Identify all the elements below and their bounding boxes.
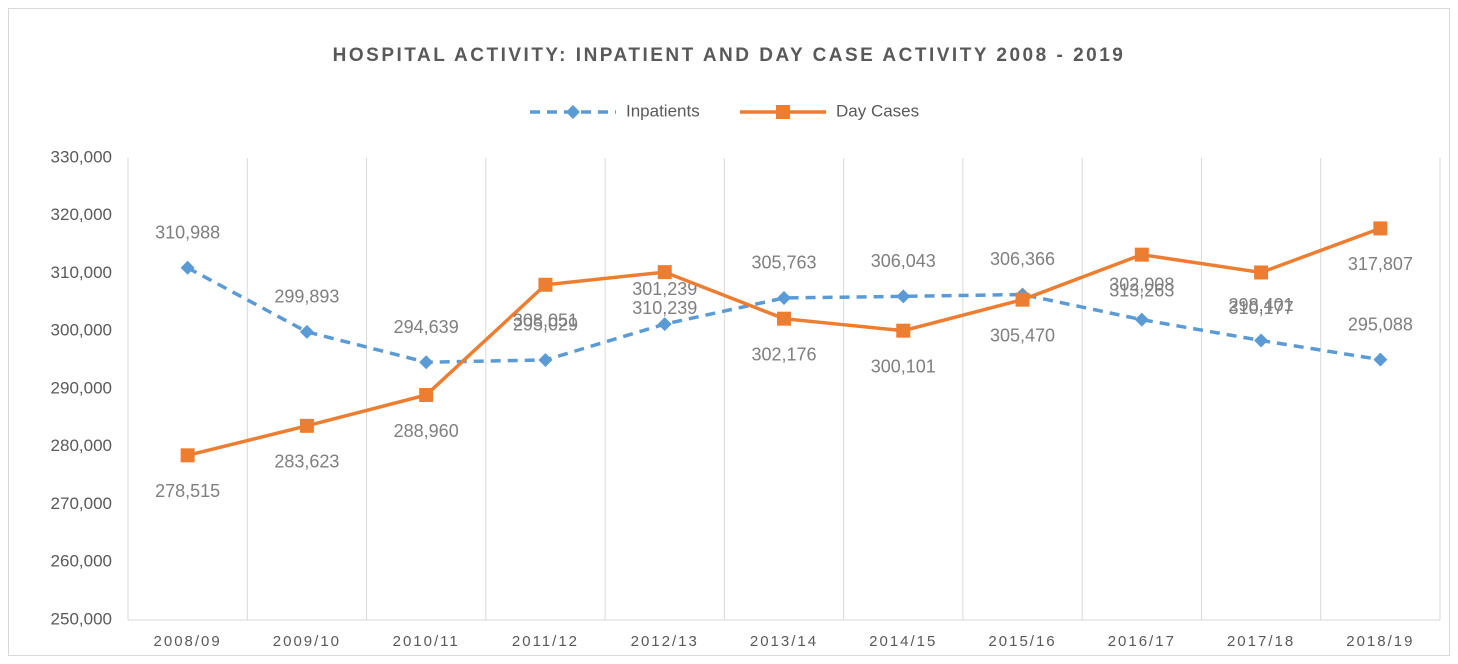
marker (538, 352, 553, 367)
marker (896, 289, 911, 304)
marker (777, 311, 791, 326)
y-tick-label: 250,000 (51, 609, 112, 628)
x-tick-label: 2017/18 (1227, 633, 1295, 650)
data-label: 306,043 (871, 251, 936, 271)
data-label: 298,401 (1229, 295, 1294, 315)
marker (1134, 312, 1149, 327)
data-label: 305,470 (990, 325, 1055, 345)
data-label: 295,029 (513, 315, 578, 335)
data-label: 302,176 (751, 344, 816, 364)
data-label: 300,101 (871, 356, 936, 376)
marker (1134, 247, 1149, 262)
marker (419, 388, 434, 403)
marker (419, 355, 434, 370)
y-tick-label: 290,000 (51, 378, 112, 397)
data-label: 310,239 (632, 298, 697, 318)
data-label: 317,807 (1348, 254, 1413, 274)
data-label: 305,763 (751, 253, 816, 273)
y-tick-label: 320,000 (51, 205, 112, 224)
data-label: 299,893 (274, 287, 339, 307)
x-tick-label: 2008/09 (154, 633, 222, 650)
marker (1254, 265, 1269, 280)
marker (896, 323, 911, 338)
data-label: 283,623 (274, 452, 339, 472)
data-label: 294,639 (394, 317, 459, 337)
x-tick-label: 2014/15 (869, 633, 937, 650)
y-tick-label: 280,000 (51, 436, 112, 455)
marker (657, 265, 672, 280)
x-tick-label: 2011/12 (512, 633, 579, 650)
data-label: 288,960 (394, 421, 459, 441)
y-tick-label: 260,000 (51, 552, 112, 571)
y-tick-label: 270,000 (51, 494, 112, 513)
y-tick-label: 300,000 (51, 321, 112, 340)
data-label: 308,051 (513, 311, 578, 331)
data-label: 302,008 (1109, 274, 1174, 294)
x-tick-label: 2013/14 (750, 633, 818, 650)
data-label: 301,239 (632, 279, 697, 299)
x-tick-label: 2010/11 (393, 633, 460, 650)
chart-frame (8, 8, 1450, 656)
marker (657, 317, 672, 332)
chart-title: HOSPITAL ACTIVITY: INPATIENT AND DAY CAS… (333, 45, 1126, 66)
legend-label: Inpatients (626, 101, 700, 120)
marker (299, 324, 314, 339)
marker (776, 105, 790, 119)
x-tick-label: 2012/13 (631, 633, 699, 650)
x-tick-label: 2015/16 (988, 633, 1056, 650)
marker (1373, 352, 1388, 367)
legend-label: Day Cases (836, 101, 919, 120)
data-label: 278,515 (155, 481, 220, 501)
x-tick-label: 2009/10 (273, 633, 341, 650)
x-tick-label: 2018/19 (1346, 633, 1414, 650)
marker (777, 290, 791, 305)
marker (180, 260, 195, 275)
marker (1015, 292, 1030, 307)
data-label: 313,263 (1109, 280, 1174, 300)
marker (538, 277, 553, 292)
marker (1373, 221, 1388, 236)
data-label: 310,177 (1229, 298, 1294, 318)
marker (1254, 333, 1269, 348)
y-tick-label: 310,000 (51, 263, 112, 282)
data-label: 295,088 (1348, 314, 1413, 334)
marker (299, 418, 314, 433)
x-tick-label: 2016/17 (1108, 633, 1176, 650)
series-line (186, 266, 1381, 364)
y-tick-label: 330,000 (51, 147, 112, 166)
marker (566, 105, 580, 119)
marker (180, 448, 195, 463)
data-label: 306,366 (990, 249, 1055, 269)
data-label: 310,988 (155, 223, 220, 243)
